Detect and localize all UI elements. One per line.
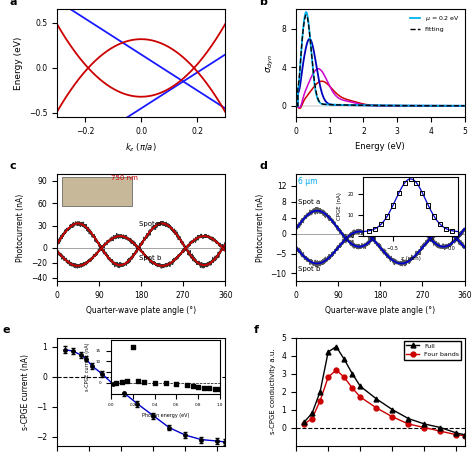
X-axis label: Energy (eV): Energy (eV) <box>356 142 405 151</box>
Text: d: d <box>259 161 267 171</box>
Y-axis label: Photocurrent (nA): Photocurrent (nA) <box>256 193 265 262</box>
Text: 750 nm: 750 nm <box>111 175 137 181</box>
Y-axis label: s-CPGE current (nA): s-CPGE current (nA) <box>21 354 30 429</box>
Text: Spot a: Spot a <box>299 199 321 205</box>
Y-axis label: $\sigma_{dyn}$: $\sigma_{dyn}$ <box>265 54 276 73</box>
Y-axis label: Energy (eV): Energy (eV) <box>14 37 23 90</box>
X-axis label: Quarter-wave plate angle (°): Quarter-wave plate angle (°) <box>86 306 196 315</box>
Text: Spot b: Spot b <box>299 266 321 273</box>
X-axis label: $k_z$ ($\pi/a$): $k_z$ ($\pi/a$) <box>125 142 157 154</box>
Text: f: f <box>254 325 259 335</box>
Text: b: b <box>259 0 267 7</box>
Text: e: e <box>3 325 10 335</box>
Text: Spot b: Spot b <box>139 255 161 261</box>
Y-axis label: s-CPGE conductivity a.u.: s-CPGE conductivity a.u. <box>270 349 276 434</box>
X-axis label: Quarter-wave plate angle (°): Quarter-wave plate angle (°) <box>325 306 435 315</box>
Text: 6 μm: 6 μm <box>299 176 318 185</box>
Text: a: a <box>9 0 17 7</box>
Text: c: c <box>9 161 16 171</box>
Text: Spot a: Spot a <box>139 221 161 227</box>
Bar <box>62 177 132 206</box>
Legend: Full, Four bands: Full, Four bands <box>404 341 461 360</box>
Y-axis label: Photocurrent (nA): Photocurrent (nA) <box>17 193 26 262</box>
Legend: $\mu$ = 0.2 eV, Fitting: $\mu$ = 0.2 eV, Fitting <box>409 13 461 34</box>
